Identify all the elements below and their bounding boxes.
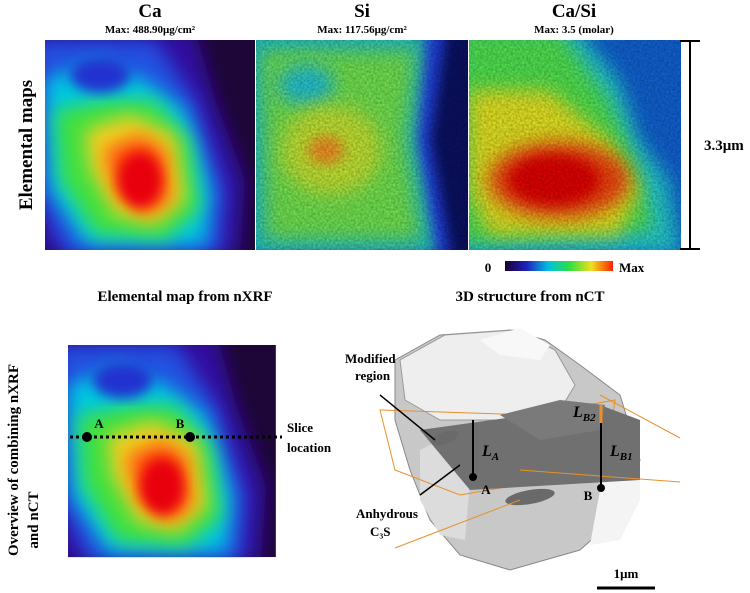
colorbar-max: Max bbox=[619, 260, 645, 275]
ca-map bbox=[35, 30, 255, 255]
label-b: B bbox=[176, 416, 185, 431]
row-label: Elemental maps bbox=[16, 80, 37, 210]
ca-map-small bbox=[58, 335, 276, 562]
scale-label: 3.3μm bbox=[704, 138, 744, 154]
panel-title: Si bbox=[354, 1, 370, 22]
colorbar-min: 0 bbox=[485, 260, 492, 275]
panel-max: Max: 117.56μg/cm² bbox=[317, 24, 407, 36]
lb1-label: LB1 bbox=[609, 443, 633, 463]
anhydrous-label: C₃S bbox=[370, 524, 391, 539]
scale-label: 1μm bbox=[614, 566, 639, 581]
row-label: Overview of combining nXRF bbox=[6, 364, 22, 556]
lb1-sub: B1 bbox=[619, 451, 633, 463]
modified-label: region bbox=[355, 368, 391, 383]
point-a bbox=[82, 432, 92, 442]
label-a: A bbox=[94, 416, 104, 431]
si-map-inner bbox=[256, 40, 468, 250]
slice-label: location bbox=[287, 440, 332, 455]
casi-map-inner bbox=[469, 40, 681, 250]
la-label: LA bbox=[481, 443, 499, 463]
panel-max: Max: 488.90μg/cm² bbox=[105, 24, 196, 36]
lb1-base: L bbox=[609, 443, 620, 460]
lb2-sub: B2 bbox=[582, 412, 596, 424]
scale-bar-vertical bbox=[680, 40, 700, 250]
panel-max: Max: 3.5 (molar) bbox=[534, 24, 614, 36]
casi-map bbox=[469, 40, 681, 250]
lb2-label: LB2 bbox=[572, 404, 596, 424]
point-b bbox=[185, 432, 195, 442]
row-label: and nCT bbox=[26, 491, 42, 548]
section-title: 3D structure from nCT bbox=[455, 289, 604, 305]
si-map bbox=[256, 40, 468, 250]
section-title: Elemental map from nXRF bbox=[97, 289, 272, 305]
la-sub: A bbox=[491, 451, 499, 463]
lb2-base: L bbox=[572, 404, 583, 421]
panel-title: Ca/Si bbox=[552, 1, 596, 22]
anhydrous-label: Anhydrous bbox=[356, 506, 418, 521]
structure-3d bbox=[379, 328, 681, 571]
label-a-3d: A bbox=[481, 482, 491, 497]
panel-title: Ca bbox=[138, 1, 162, 22]
modified-label: Modified bbox=[345, 351, 396, 366]
label-b-3d: B bbox=[584, 488, 593, 503]
slice-label: Slice bbox=[287, 420, 313, 435]
la-base: L bbox=[481, 443, 492, 460]
colorbar bbox=[505, 261, 613, 271]
